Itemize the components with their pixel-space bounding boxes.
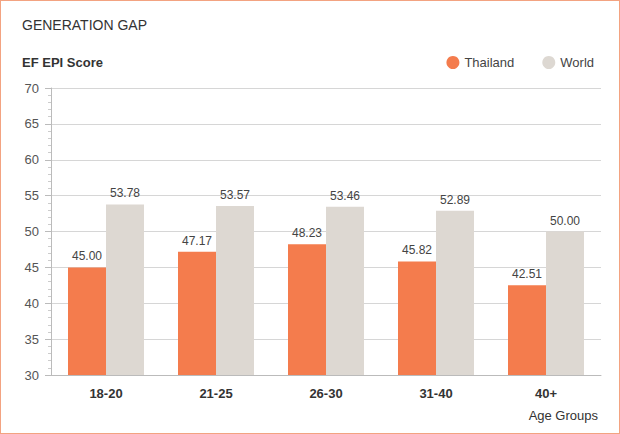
svg-text:55: 55 bbox=[25, 188, 39, 203]
svg-text:GENERATION GAP: GENERATION GAP bbox=[22, 17, 147, 33]
svg-text:World: World bbox=[560, 55, 594, 70]
svg-text:21-25: 21-25 bbox=[199, 386, 232, 401]
svg-text:48.23: 48.23 bbox=[292, 226, 322, 240]
svg-text:53.57: 53.57 bbox=[220, 188, 250, 202]
svg-text:45.82: 45.82 bbox=[402, 243, 432, 257]
svg-text:53.46: 53.46 bbox=[330, 189, 360, 203]
svg-text:35: 35 bbox=[25, 332, 39, 347]
svg-text:45: 45 bbox=[25, 260, 39, 275]
svg-text:53.78: 53.78 bbox=[110, 186, 140, 200]
svg-text:Thailand: Thailand bbox=[464, 55, 514, 70]
svg-text:50.00: 50.00 bbox=[550, 214, 580, 228]
svg-text:31-40: 31-40 bbox=[419, 386, 452, 401]
svg-text:40+: 40+ bbox=[535, 386, 557, 401]
svg-text:70: 70 bbox=[25, 81, 39, 96]
svg-text:45.00: 45.00 bbox=[72, 249, 102, 263]
svg-text:26-30: 26-30 bbox=[309, 386, 342, 401]
svg-text:40: 40 bbox=[25, 296, 39, 311]
svg-text:60: 60 bbox=[25, 152, 39, 167]
svg-text:52.89: 52.89 bbox=[440, 193, 470, 207]
svg-text:Age Groups: Age Groups bbox=[529, 408, 599, 423]
svg-text:30: 30 bbox=[25, 368, 39, 383]
svg-text:42.51: 42.51 bbox=[512, 267, 542, 281]
svg-text:47.17: 47.17 bbox=[182, 234, 212, 248]
svg-text:EF EPI Score: EF EPI Score bbox=[22, 55, 103, 70]
svg-text:65: 65 bbox=[25, 116, 39, 131]
svg-text:18-20: 18-20 bbox=[89, 386, 122, 401]
svg-text:50: 50 bbox=[25, 224, 39, 239]
